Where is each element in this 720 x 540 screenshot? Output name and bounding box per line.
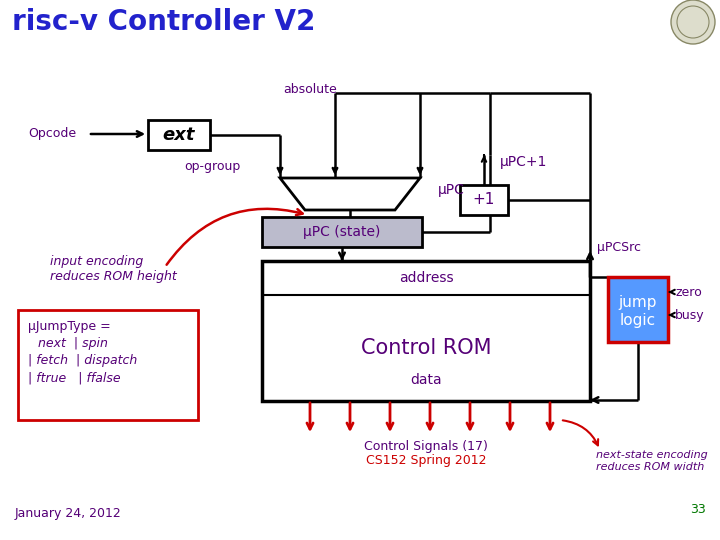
Bar [18, 310, 198, 420]
Text: μJumpType =: μJumpType = [28, 320, 111, 333]
Polygon shape [280, 178, 420, 210]
Text: CS152 Spring 2012: CS152 Spring 2012 [366, 454, 486, 467]
Bar [262, 217, 422, 247]
Text: Control ROM: Control ROM [361, 338, 491, 358]
Circle shape [671, 0, 715, 44]
Bar [148, 120, 210, 150]
Text: jump: jump [618, 295, 657, 310]
Bar [608, 277, 668, 342]
Text: busy: busy [675, 308, 705, 321]
Text: input encoding
reduces ROM height: input encoding reduces ROM height [50, 255, 176, 283]
Text: Control Signals (17): Control Signals (17) [364, 440, 488, 453]
Text: | fetch  | dispatch: | fetch | dispatch [28, 354, 138, 367]
Text: Opcode: Opcode [28, 127, 76, 140]
Text: next  | spin: next | spin [38, 337, 108, 350]
Text: op-group: op-group [184, 160, 240, 173]
Text: 33: 33 [690, 503, 706, 516]
Bar [460, 185, 508, 215]
Bar [262, 261, 590, 401]
Text: | ftrue   | ffalse: | ftrue | ffalse [28, 371, 121, 384]
Text: zero: zero [675, 286, 702, 299]
Text: μPC (state): μPC (state) [303, 225, 381, 239]
Text: logic: logic [620, 313, 656, 327]
Text: ext: ext [163, 126, 195, 144]
Text: μPC: μPC [438, 183, 465, 197]
Text: μPCSrc: μPCSrc [597, 241, 641, 254]
Text: next-state encoding
reduces ROM width: next-state encoding reduces ROM width [596, 450, 708, 471]
Text: risc-v Controller V2: risc-v Controller V2 [12, 8, 315, 36]
Text: address: address [399, 271, 454, 285]
Text: January 24, 2012: January 24, 2012 [15, 507, 122, 520]
Text: absolute: absolute [283, 83, 337, 96]
Text: data: data [410, 373, 442, 387]
Text: +1: +1 [473, 192, 495, 207]
Text: μPC+1: μPC+1 [500, 155, 547, 169]
